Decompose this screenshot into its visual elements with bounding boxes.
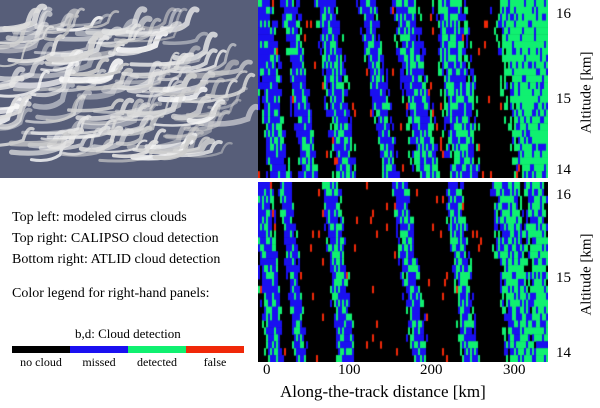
caption-bottom-right: Bottom right: ATLID cloud detection bbox=[12, 252, 221, 267]
cirrus-wisp bbox=[95, 139, 148, 153]
cirrus-wisp bbox=[162, 31, 209, 46]
legend-swatch-missed bbox=[70, 346, 128, 353]
caption-top-right: Top right: CALIPSO cloud detection bbox=[12, 231, 219, 246]
cirrus-wisp bbox=[129, 52, 195, 67]
cirrus-wisp bbox=[76, 80, 126, 100]
cirrus-wisp bbox=[0, 41, 33, 68]
cirrus-wisp bbox=[184, 79, 238, 104]
cirrus-wisp bbox=[0, 75, 25, 91]
cirrus-wisp bbox=[45, 31, 104, 63]
cirrus-wisp bbox=[114, 21, 182, 37]
calipso-detection-heatmap bbox=[258, 0, 548, 178]
cirrus-wisp bbox=[78, 125, 124, 152]
cirrus-wisp bbox=[76, 67, 134, 91]
cirrus-wisp bbox=[125, 7, 182, 35]
cirrus-wisp bbox=[0, 126, 35, 147]
legend-label-detected: detected bbox=[137, 355, 177, 369]
cirrus-wisp bbox=[115, 125, 153, 146]
cirrus-wisp bbox=[67, 119, 116, 135]
cirrus-wisp bbox=[92, 88, 160, 114]
cirrus-wisp bbox=[205, 72, 256, 99]
cirrus-wisp bbox=[55, 26, 122, 42]
x-tick-100: 100 bbox=[338, 362, 361, 378]
x-axis-label: Along-the-track distance [km] bbox=[280, 382, 486, 401]
caption-top-left: Top left: modeled cirrus clouds bbox=[12, 210, 187, 225]
cirrus-wisp bbox=[5, 10, 53, 42]
cirrus-wisp bbox=[187, 98, 242, 118]
cirrus-wisp bbox=[152, 135, 197, 161]
cirrus-wisp bbox=[0, 70, 50, 98]
cirrus-wisp bbox=[199, 70, 248, 83]
cirrus-wisp bbox=[78, 62, 130, 77]
cirrus-wisp bbox=[108, 31, 161, 56]
cirrus-wisp bbox=[124, 86, 191, 115]
cirrus-wisp bbox=[170, 95, 212, 121]
cirrus-wisp bbox=[196, 43, 237, 72]
cirrus-wisp bbox=[120, 26, 185, 43]
caption-color-legend: Color legend for right-hand panels: bbox=[12, 286, 210, 301]
cirrus-wisp bbox=[66, 57, 110, 77]
cirrus-wisp bbox=[187, 141, 233, 158]
cirrus-wisp bbox=[25, 94, 86, 124]
legend-swatch-detected bbox=[128, 346, 186, 353]
legend-label-false: false bbox=[203, 355, 227, 369]
legend-title: b,d: Cloud detection bbox=[75, 326, 181, 341]
y-axis-label-top: Altitude [km] bbox=[578, 51, 595, 134]
cirrus-wisp bbox=[161, 80, 209, 97]
y-tick-16-bottom: 16 bbox=[556, 187, 571, 203]
y-tick-16-top: 16 bbox=[556, 6, 571, 22]
cirrus-wisp bbox=[83, 10, 120, 29]
cirrus-wisp bbox=[49, 35, 110, 58]
x-tick-300: 300 bbox=[503, 362, 526, 378]
cirrus-wisp bbox=[185, 59, 240, 79]
x-tick-200: 200 bbox=[420, 362, 443, 378]
cirrus-wisp bbox=[157, 64, 192, 82]
cirrus-wisp bbox=[166, 49, 227, 74]
legend-swatch-no-cloud bbox=[12, 346, 70, 353]
y-tick-14-bottom: 14 bbox=[556, 345, 571, 361]
cirrus-wisp bbox=[0, 25, 55, 45]
cirrus-wisp bbox=[45, 97, 83, 123]
y-axis-label-bottom: Altitude [km] bbox=[578, 233, 595, 316]
cirrus-wisp bbox=[21, 120, 85, 135]
cirrus-wisp bbox=[30, 69, 76, 98]
atlid-detection-heatmap bbox=[258, 182, 548, 362]
cirrus-wisp bbox=[16, 41, 55, 66]
cirrus-wisp bbox=[8, 131, 74, 147]
x-tick-0: 0 bbox=[263, 362, 271, 378]
cirrus-wisp bbox=[34, 8, 80, 31]
y-tick-15-bottom: 15 bbox=[556, 270, 571, 286]
cirrus-wisp bbox=[60, 13, 112, 27]
cirrus-wisp bbox=[12, 13, 74, 36]
cirrus-wisp bbox=[43, 13, 79, 42]
cirrus-wisp bbox=[2, 7, 41, 32]
modeled-cirrus-clouds-image bbox=[0, 0, 258, 178]
cirrus-wisp bbox=[111, 139, 159, 159]
cirrus-wisp bbox=[85, 15, 153, 36]
legend-label-no-cloud: no cloud bbox=[20, 355, 62, 369]
cirrus-wisp bbox=[48, 68, 107, 93]
legend-label-missed: missed bbox=[82, 355, 116, 369]
cirrus-wisp bbox=[67, 98, 124, 113]
legend-swatch-false bbox=[186, 346, 244, 353]
cirrus-wisp bbox=[142, 7, 177, 31]
y-tick-15-top: 15 bbox=[556, 91, 571, 107]
cirrus-wisp bbox=[0, 3, 48, 33]
cirrus-wisp bbox=[32, 81, 75, 110]
cirrus-wisp bbox=[0, 31, 48, 54]
cirrus-wisp bbox=[0, 107, 33, 131]
y-tick-14-top: 14 bbox=[556, 162, 571, 178]
cirrus-wisp bbox=[157, 86, 208, 103]
cirrus-wisp bbox=[62, 127, 103, 156]
cirrus-wisp bbox=[0, 94, 32, 119]
cirrus-wisp bbox=[114, 72, 171, 89]
